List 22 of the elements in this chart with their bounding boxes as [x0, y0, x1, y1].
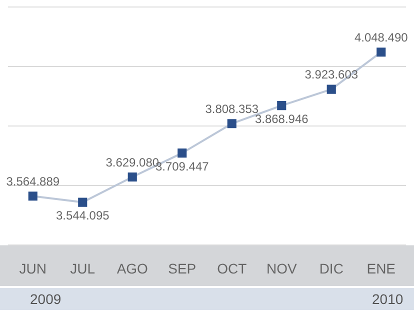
point [376, 48, 386, 57]
data-label: 4.048.490 [354, 30, 408, 44]
text: 2009 [30, 291, 62, 307]
x-tick-label: DIC [319, 260, 344, 276]
x-tick-label: AGO [116, 260, 148, 276]
point [128, 172, 137, 182]
point [227, 119, 236, 128]
data-label: 3.564.889 [6, 174, 60, 188]
point [326, 84, 336, 94]
data-label: 3.923.603 [304, 68, 358, 82]
x-tick-label: JUL [70, 260, 96, 276]
point [277, 101, 286, 110]
x-tick-label: SEP [168, 260, 196, 276]
data-label: 3.544.095 [56, 208, 110, 223]
point [178, 148, 187, 158]
x-tick-label: ENE [366, 260, 396, 276]
point [78, 198, 88, 207]
x-tick-label: OCT [217, 260, 248, 276]
x-tick-label: JUN [19, 260, 46, 276]
x-tick-label: NOV [266, 260, 298, 276]
text: 2010 [372, 291, 404, 307]
point [28, 192, 38, 201]
